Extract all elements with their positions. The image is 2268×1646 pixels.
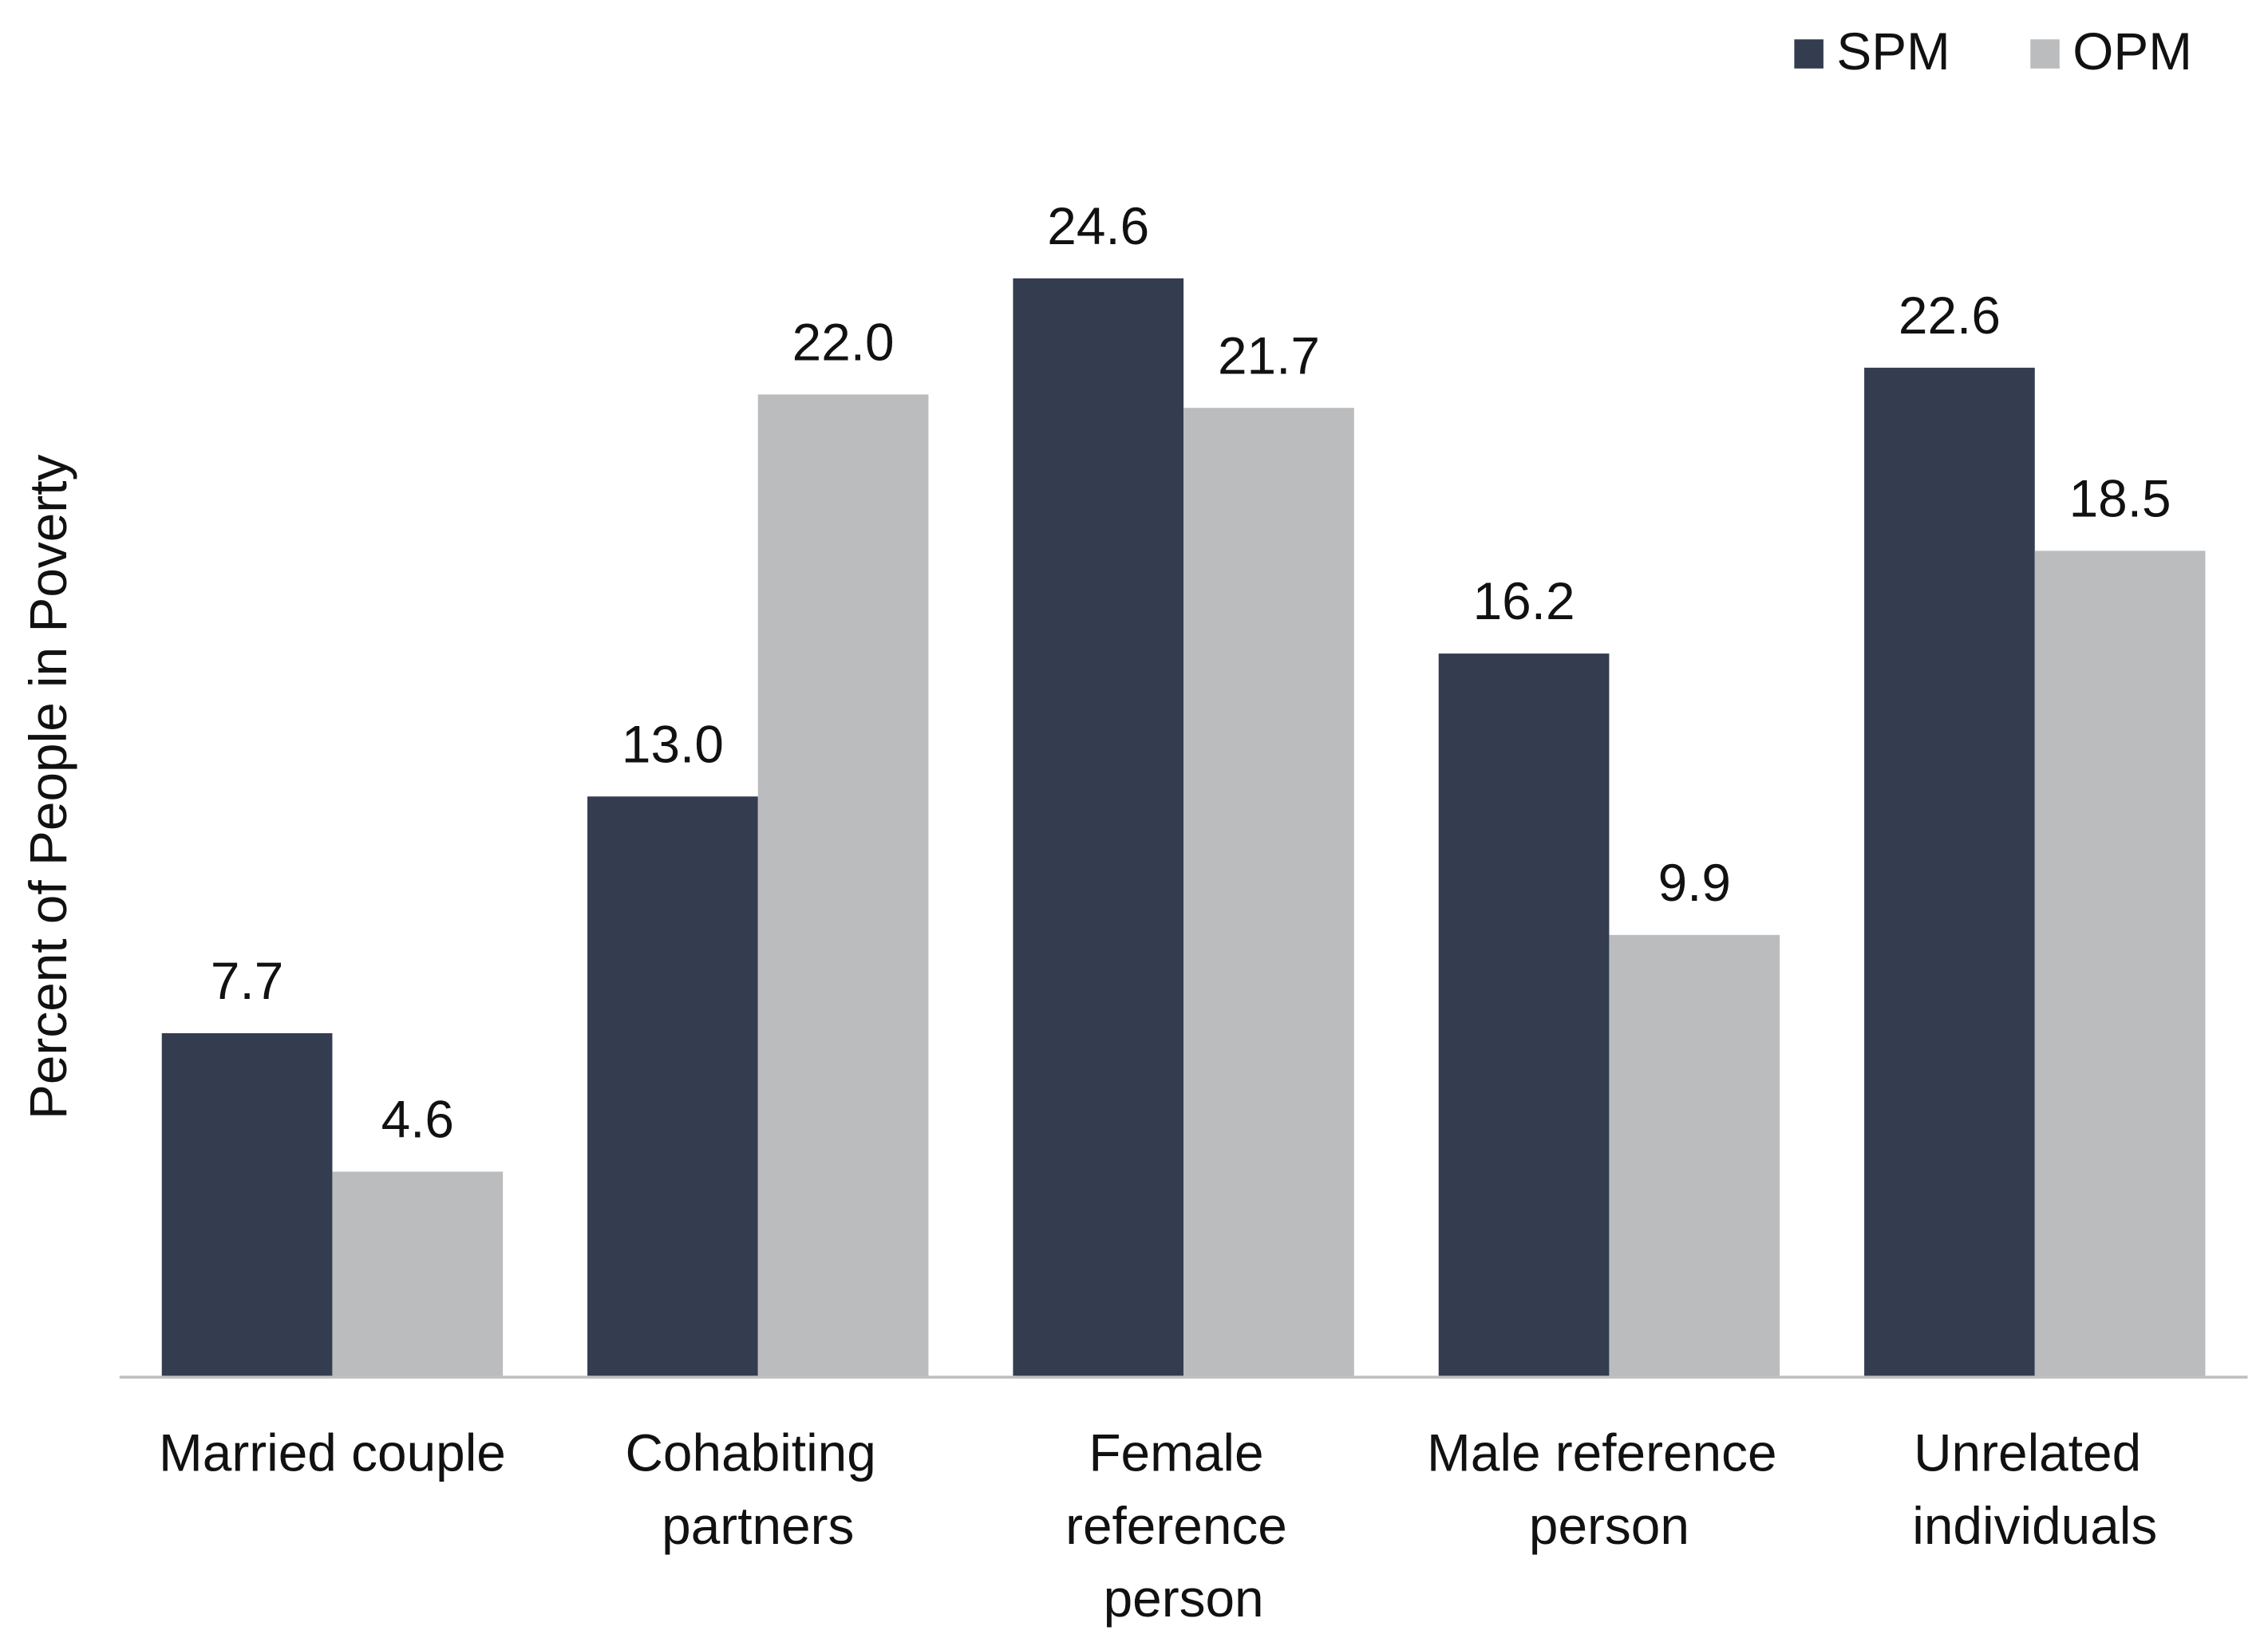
value-label: 16.2 [1473,571,1575,630]
bar [1438,653,1610,1378]
value-label: 22.0 [792,313,895,372]
value-label: 22.6 [1899,286,2001,345]
x-tick-label: Married couple [159,1423,506,1482]
bar [1864,367,2035,1378]
value-label: 21.7 [1218,326,1320,385]
value-label: 18.5 [2069,468,2171,527]
bar [1013,278,1184,1378]
x-tick-label: Male reference person [1427,1423,1792,1555]
legend-label: OPM [2072,22,2192,81]
x-tick-label: Cohabiting partners [625,1423,891,1555]
bar [1183,408,1354,1378]
value-label: 4.6 [381,1090,454,1149]
x-tick-label: Unrelated individuals [1912,1423,2157,1555]
value-label: 13.0 [622,714,724,773]
legend-label: SPM [1836,22,1950,81]
bar [757,394,929,1378]
legend-swatch [2030,39,2060,69]
legend-swatch [1794,39,1823,69]
bar [2034,551,2206,1378]
y-axis-label: Percent of People in Poverty [18,455,77,1119]
value-label: 24.6 [1047,196,1149,255]
value-label: 7.7 [211,951,283,1010]
x-tick-label: Female reference person [1065,1423,1302,1628]
bar [587,796,758,1378]
bar [161,1032,333,1378]
bar [332,1171,504,1378]
bar [1609,934,1780,1378]
value-label: 9.9 [1658,853,1731,912]
